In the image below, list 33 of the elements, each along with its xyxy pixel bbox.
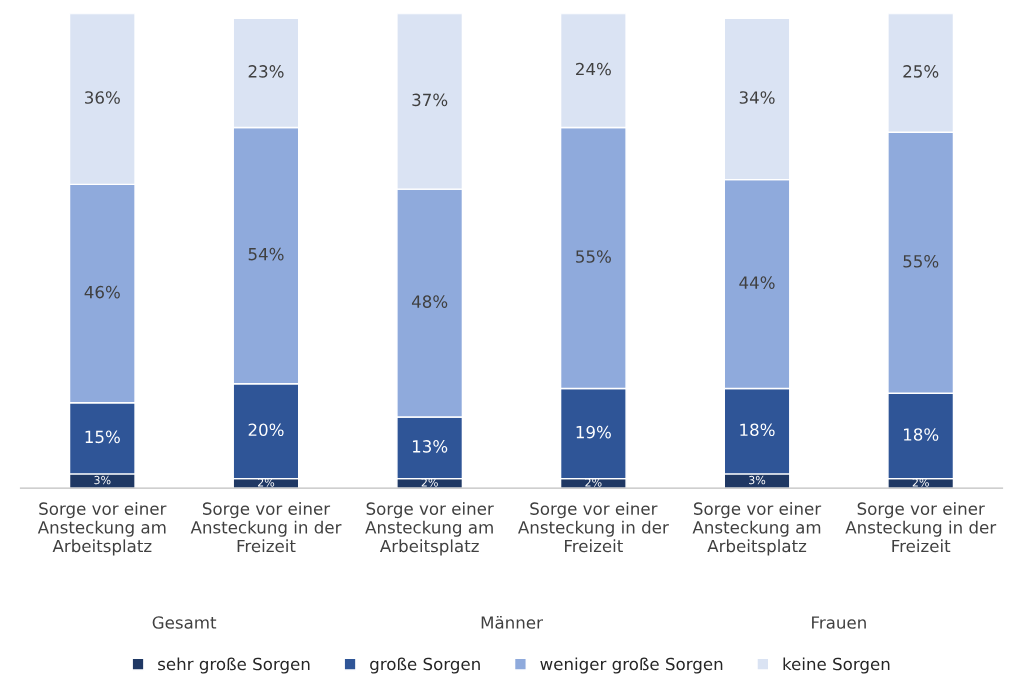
data-label: 54% bbox=[248, 247, 284, 261]
legend-label: keine Sorgen bbox=[783, 657, 890, 674]
text: Gesamt bbox=[152, 616, 217, 629]
data-label: 55% bbox=[576, 250, 611, 263]
data-label: 18% bbox=[904, 428, 939, 441]
data-label: 48% bbox=[411, 295, 448, 308]
x-tick-label: Sorge vor einer Ansteckung am Arbeitsplatz bbox=[692, 502, 822, 556]
data-label: 55% bbox=[903, 254, 939, 268]
data-label: 44% bbox=[739, 276, 775, 289]
text: Frauen bbox=[812, 616, 866, 629]
x-tick-label: Sorge vor einer Ansteckung am Arbeitsplatz bbox=[365, 502, 494, 556]
data-label: 3% bbox=[749, 475, 766, 485]
data-label: 18% bbox=[740, 423, 775, 437]
data-label: 34% bbox=[739, 91, 775, 104]
data-label: 24% bbox=[576, 62, 611, 76]
x-tick-label: Sorge vor einer Ansteckung am Arbeitsplatz bbox=[37, 502, 167, 556]
data-label: 25% bbox=[903, 65, 939, 78]
data-label: 37% bbox=[412, 93, 448, 107]
legend-label: große Sorgen bbox=[370, 657, 480, 674]
data-label: 13% bbox=[412, 440, 448, 453]
data-label: 15% bbox=[85, 430, 120, 444]
data-label: 36% bbox=[85, 91, 120, 104]
x-tick-label: Sorge vor einer Ansteckung in der Freizeit bbox=[518, 502, 669, 553]
legend-label: weniger große Sorgen bbox=[540, 657, 723, 674]
legend-label: sehr große Sorgen bbox=[158, 657, 310, 674]
data-label: 46% bbox=[84, 285, 120, 299]
data-label: 3% bbox=[94, 475, 111, 485]
x-tick-label: Sorge vor einer Ansteckung in der Freizeit bbox=[190, 502, 342, 553]
data-label: 19% bbox=[576, 425, 611, 439]
x-tick-label: Sorge vor einer Ansteckung in der Freizeit bbox=[845, 502, 997, 553]
data-label: 20% bbox=[248, 423, 284, 437]
data-label: 23% bbox=[248, 65, 284, 78]
text: Männer bbox=[481, 615, 543, 629]
